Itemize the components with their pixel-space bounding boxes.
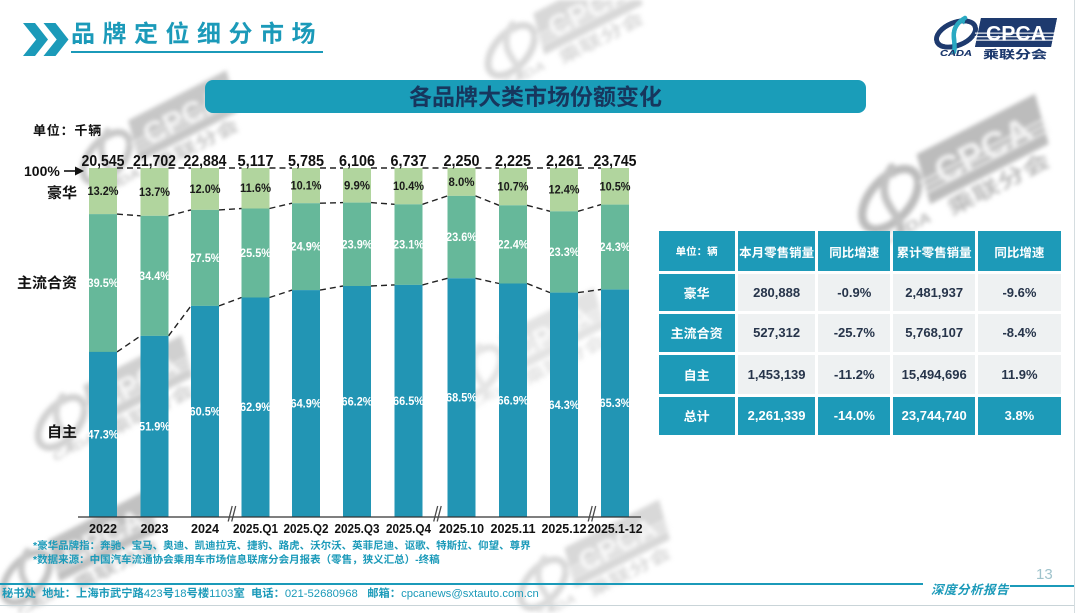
svg-text:自主: 自主 [47, 424, 77, 441]
svg-text:10.4%: 10.4% [393, 181, 424, 193]
svg-text:22,884: 22,884 [184, 153, 227, 170]
svg-text:100%: 100% [24, 163, 60, 179]
svg-text:2025.1-12: 2025.1-12 [588, 522, 643, 536]
svg-text:2025.Q1: 2025.Q1 [233, 522, 278, 536]
svg-text:21,702: 21,702 [133, 153, 176, 170]
svg-text:11.6%: 11.6% [240, 183, 271, 195]
svg-text:27.5%: 27.5% [190, 253, 221, 265]
svg-text:2025.11: 2025.11 [491, 522, 536, 536]
svg-text:10.1%: 10.1% [291, 181, 322, 193]
svg-text:10.5%: 10.5% [600, 181, 631, 193]
svg-text:62.9%: 62.9% [240, 402, 271, 414]
svg-text:10.7%: 10.7% [498, 182, 529, 194]
svg-text:2025.Q4: 2025.Q4 [386, 522, 431, 536]
svg-text:60.5%: 60.5% [190, 406, 221, 418]
svg-text:2025.12: 2025.12 [542, 522, 587, 536]
svg-text:8.0%: 8.0% [449, 177, 475, 189]
svg-text:主流合资: 主流合资 [17, 275, 77, 292]
svg-text:2,261: 2,261 [546, 153, 582, 170]
svg-text:23,745: 23,745 [594, 153, 637, 170]
svg-text:47.3%: 47.3% [88, 430, 119, 442]
svg-text:9.9%: 9.9% [344, 180, 370, 192]
svg-text:豪华: 豪华 [47, 185, 77, 202]
svg-text:13.2%: 13.2% [88, 186, 119, 198]
svg-text:5,785: 5,785 [288, 153, 324, 170]
svg-text:6,737: 6,737 [391, 153, 427, 170]
svg-text:5,117: 5,117 [238, 153, 274, 170]
svg-text:23.9%: 23.9% [342, 239, 373, 251]
svg-text:25.5%: 25.5% [240, 248, 271, 260]
svg-text:13.7%: 13.7% [139, 187, 170, 199]
svg-text:2,250: 2,250 [444, 153, 480, 170]
svg-text:2023: 2023 [141, 522, 169, 536]
svg-text:12.4%: 12.4% [549, 185, 580, 197]
svg-text:24.3%: 24.3% [600, 242, 631, 254]
svg-text:2024: 2024 [191, 522, 219, 536]
svg-text:23.1%: 23.1% [393, 240, 424, 252]
svg-text:23.3%: 23.3% [549, 247, 580, 259]
svg-text:2,225: 2,225 [495, 153, 531, 170]
svg-text:2025.10: 2025.10 [439, 522, 484, 536]
svg-text:6,106: 6,106 [339, 153, 375, 170]
svg-text:20,545: 20,545 [82, 153, 125, 170]
svg-text:68.5%: 68.5% [446, 393, 477, 405]
svg-text:12.0%: 12.0% [190, 184, 221, 196]
svg-text:24.9%: 24.9% [291, 242, 322, 254]
svg-text:64.3%: 64.3% [549, 400, 580, 412]
svg-text:66.5%: 66.5% [393, 396, 424, 408]
svg-text:65.3%: 65.3% [600, 398, 631, 410]
svg-text:64.9%: 64.9% [291, 399, 322, 411]
svg-text:23.6%: 23.6% [446, 232, 477, 244]
svg-text:66.2%: 66.2% [342, 397, 373, 409]
svg-text:39.5%: 39.5% [88, 278, 119, 290]
svg-text:2025.Q2: 2025.Q2 [284, 522, 329, 536]
svg-text:2025.Q3: 2025.Q3 [335, 522, 380, 536]
svg-text:51.9%: 51.9% [139, 421, 170, 433]
svg-text:22.4%: 22.4% [498, 239, 529, 251]
svg-text:66.9%: 66.9% [498, 395, 529, 407]
svg-text:34.4%: 34.4% [139, 271, 170, 283]
svg-text:2022: 2022 [89, 522, 117, 536]
